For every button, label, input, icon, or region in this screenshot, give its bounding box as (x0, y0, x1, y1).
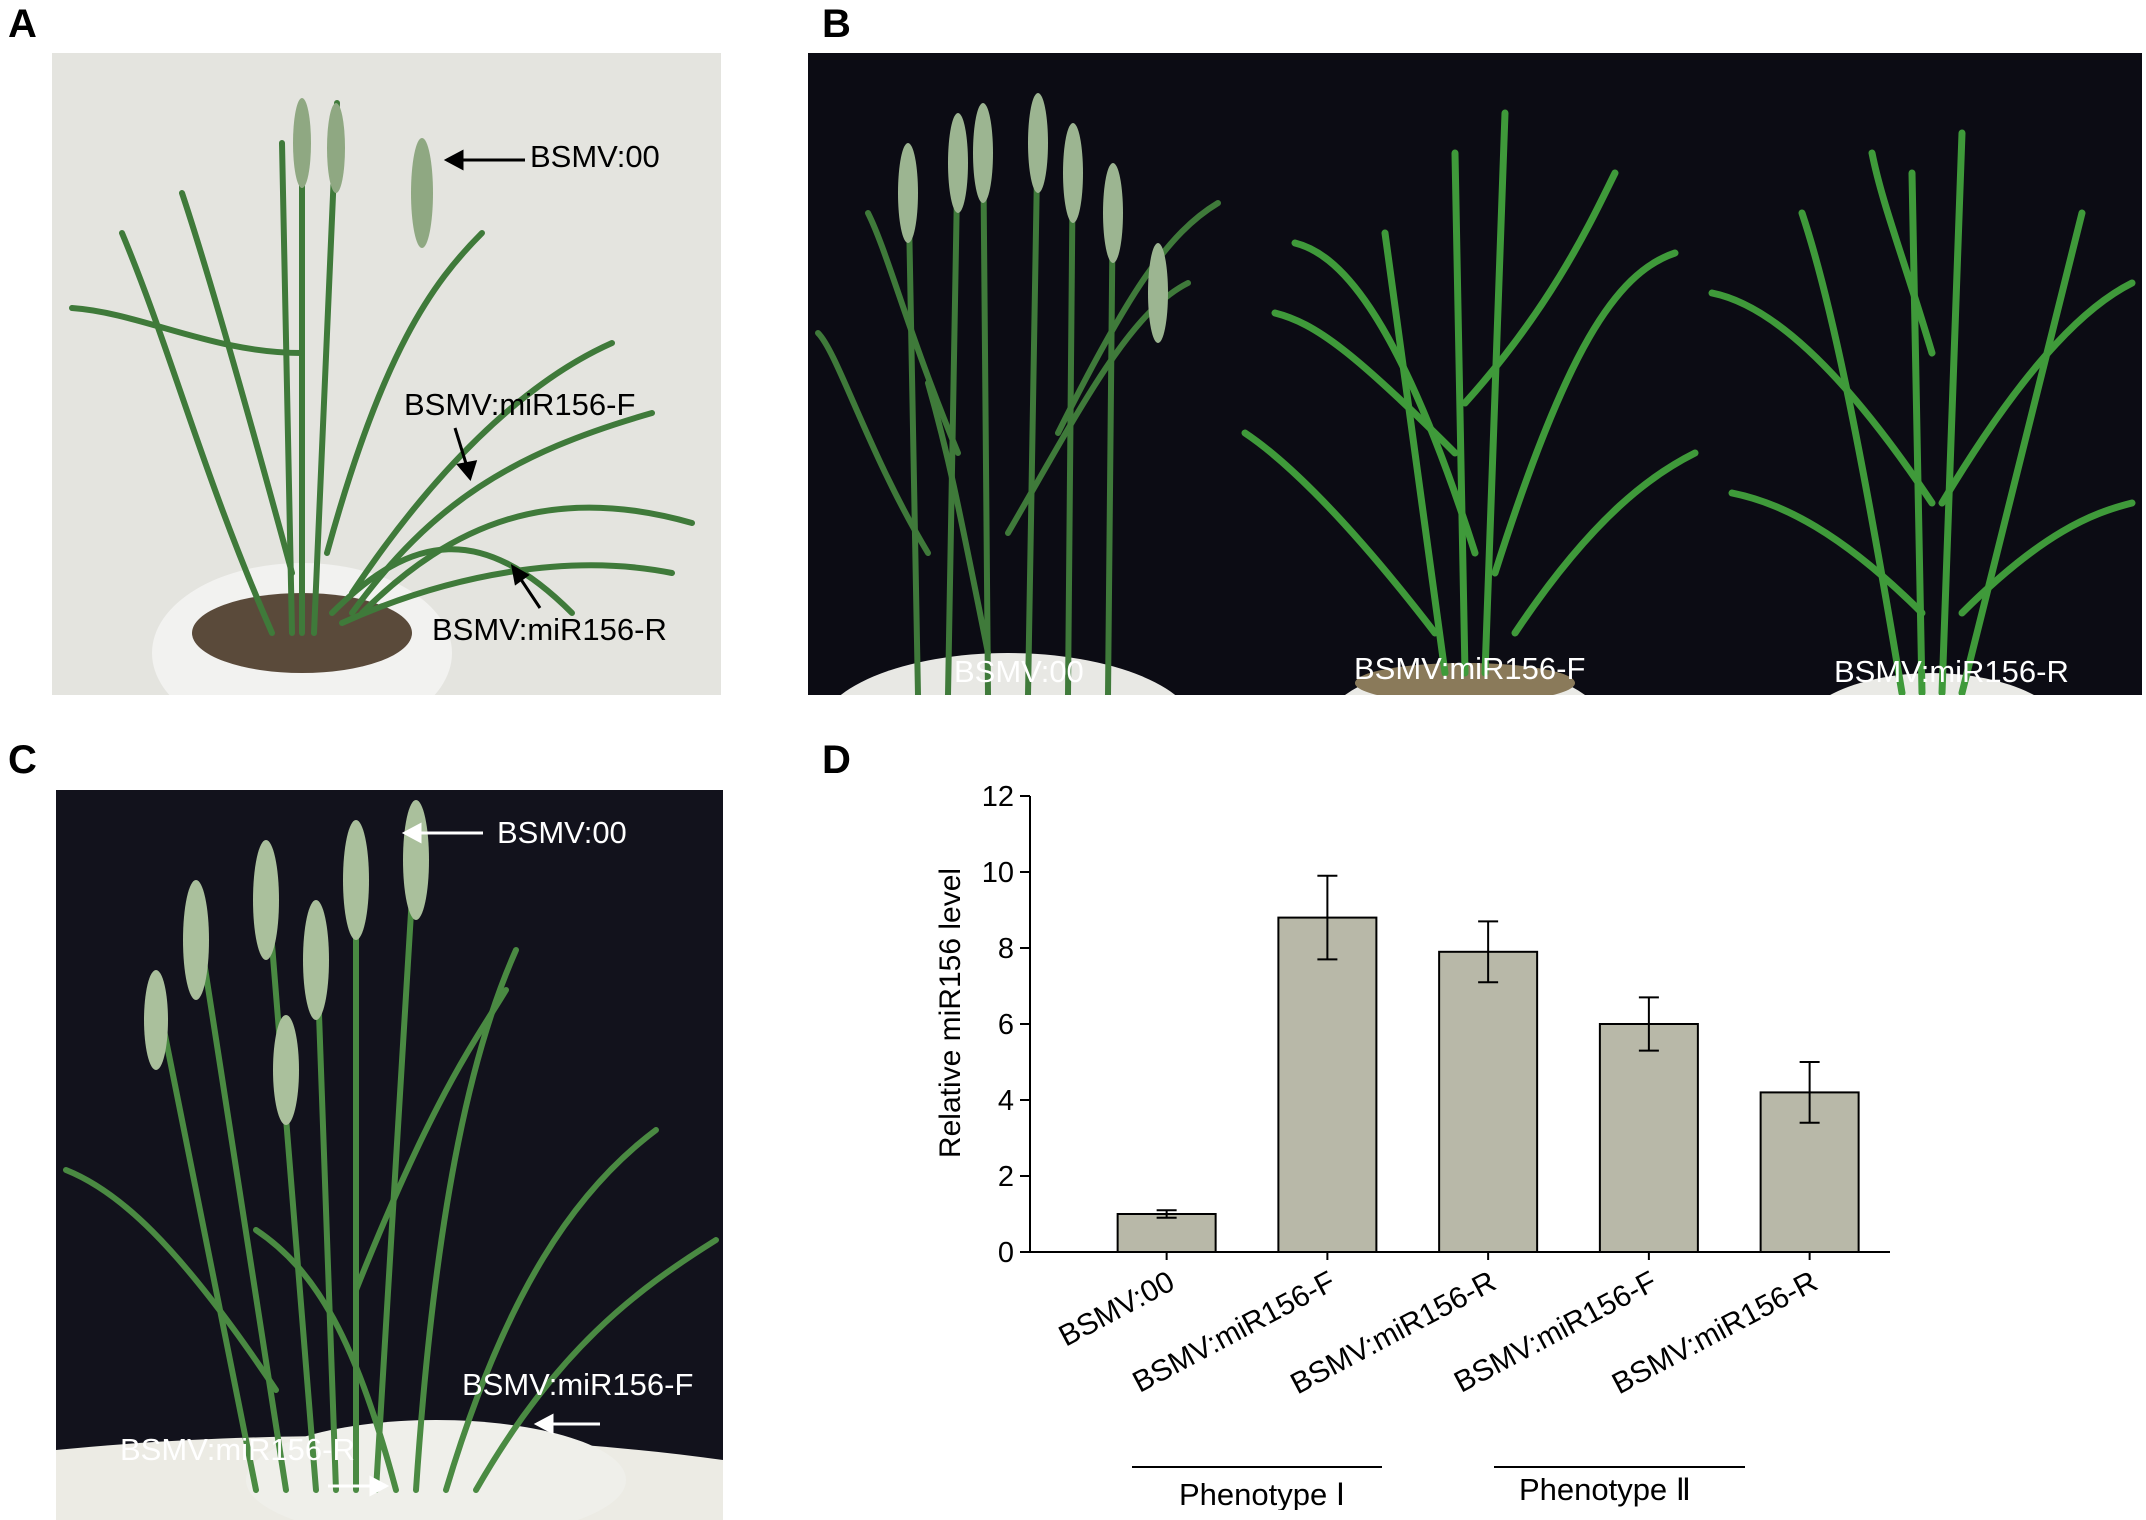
y-axis-title: Relative miR156 level (934, 868, 967, 1158)
phenotype-1-label: Phenotype Ⅰ (1179, 1477, 1345, 1510)
y-tick-label-4: 8 (998, 933, 1014, 965)
phenotype-2-label: Phenotype Ⅱ (1519, 1472, 1691, 1507)
panel-b-label-bsmv00: BSMV:00 (954, 654, 1084, 689)
panel-b-photo-2-illustration (1235, 53, 1702, 695)
panel-b-photo-3-illustration (1702, 53, 2142, 695)
panel-b-photo-3 (1702, 53, 2142, 695)
y-tick-label-3: 6 (998, 1009, 1014, 1041)
panel-b-photo-1-illustration (808, 53, 1235, 695)
bar-1 (1277, 916, 1378, 1253)
panel-a-photo (52, 53, 721, 695)
panel-c-label-bsmv00: BSMV:00 (497, 815, 627, 850)
panel-b-photo-2 (1235, 53, 1702, 695)
panel-letter-b: B (822, 2, 851, 46)
panel-a-label-mir156f: BSMV:miR156-F (404, 387, 636, 422)
panel-c-label-mir156f: BSMV:miR156-F (462, 1367, 694, 1402)
panel-b-photo-1 (808, 53, 1235, 695)
panel-a-label-bsmv00: BSMV:00 (530, 139, 660, 174)
panel-letter-d: D (822, 738, 851, 782)
panel-c-photo-illustration (56, 790, 723, 1520)
y-tick-label-0: 0 (998, 1237, 1014, 1269)
y-tick-label-2: 4 (998, 1085, 1014, 1117)
panel-letter-a: A (8, 2, 37, 46)
panel-a-label-mir156r: BSMV:miR156-R (432, 612, 667, 647)
panel-c-label-mir156r: BSMV:miR156-R (120, 1432, 355, 1467)
panel-b-label-mir156f: BSMV:miR156-F (1354, 651, 1586, 686)
y-tick-label-1: 2 (998, 1161, 1014, 1193)
panel-b-label-mir156r: BSMV:miR156-R (1834, 654, 2069, 689)
panel-c-photo (56, 790, 723, 1520)
panel-a-photo-illustration (52, 53, 721, 695)
panel-letter-c: C (8, 738, 37, 782)
y-tick-label-5: 10 (982, 857, 1014, 889)
bar-0 (1116, 1213, 1217, 1253)
bar-chart: 024681012BSMV:00BSMV:miR156-FBSMV:miR156… (934, 781, 1890, 1401)
y-tick-label-6: 12 (982, 781, 1014, 813)
